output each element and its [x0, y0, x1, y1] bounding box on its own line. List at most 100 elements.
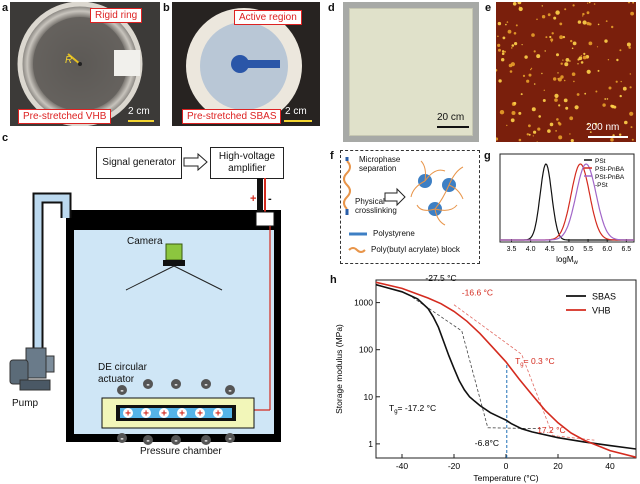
afm-grain — [553, 77, 557, 81]
afm-grain — [604, 39, 608, 43]
x-tick-label-h: -20 — [448, 461, 461, 471]
afm-grain — [522, 74, 526, 77]
afm-grain — [596, 46, 599, 48]
positive-charge — [123, 408, 133, 418]
afm-grain — [569, 133, 571, 135]
afm-grain — [628, 46, 631, 49]
plus-terminal: + — [250, 193, 257, 205]
afm-grain — [557, 72, 559, 74]
afm-grain — [564, 62, 569, 67]
afm-grain — [549, 35, 552, 39]
positive-charge — [159, 408, 169, 418]
afm-grain — [595, 90, 598, 93]
negative-charge — [117, 385, 127, 395]
afm-grain — [518, 138, 522, 142]
afm-grain — [536, 18, 538, 21]
afm-grain — [530, 68, 532, 71]
legend-label-g: PSt — [595, 158, 606, 165]
afm-grain — [558, 104, 561, 107]
annotation-vhb-onset: -16.6 °C — [462, 288, 493, 298]
afm-grain — [531, 107, 536, 112]
afm-grain — [586, 69, 591, 74]
afm-grain — [622, 86, 627, 91]
afm-grain — [532, 135, 534, 137]
panel-label-a: a — [2, 2, 9, 14]
pre-stretched-vhb-callout: Pre-stretched VHB — [18, 109, 112, 124]
afm-grain — [498, 79, 502, 83]
annotation-tg-sbas: Tg= -17.2 °C — [389, 403, 436, 415]
minus-sign: - — [120, 434, 123, 445]
afm-grain — [611, 104, 615, 109]
afm-grain — [560, 75, 564, 79]
minus-sign: - — [174, 436, 177, 447]
afm-grain — [536, 54, 541, 59]
scale-bar-d — [437, 126, 469, 128]
afm-grain — [512, 2, 517, 6]
afm-grain — [619, 133, 622, 136]
plus-sign: + — [179, 409, 185, 420]
afm-grain — [504, 50, 506, 53]
panel-label-c: c — [2, 132, 9, 144]
pre-stretched-sbas-callout: Pre-stretched SBAS — [182, 109, 282, 124]
afm-grain — [562, 59, 564, 61]
afm-grain — [558, 135, 563, 140]
afm-grain — [536, 141, 538, 142]
afm-grain — [508, 63, 513, 68]
afm-grain — [498, 48, 501, 52]
plus-sign: + — [197, 409, 203, 420]
afm-grain — [580, 55, 583, 57]
positive-charge — [213, 408, 223, 418]
afm-grain — [560, 62, 563, 65]
x-tick-label-g: 5.5 — [583, 246, 593, 253]
setup-diagram: + + + + + + - - - - - - - - - - — [9, 152, 281, 447]
afm-grain — [554, 93, 559, 98]
afm-grain — [582, 15, 584, 17]
negative-charge — [201, 435, 211, 445]
afm-grain — [630, 126, 633, 129]
x-tick-label-g: 4.5 — [545, 246, 555, 253]
afm-grain — [547, 129, 551, 133]
active-region-callout: Active region — [234, 10, 302, 25]
afm-grain — [518, 111, 522, 115]
positive-charge — [177, 408, 187, 418]
amplifier-box: High-voltage amplifier — [210, 147, 284, 179]
afm-grain — [511, 47, 513, 49]
afm-grain — [526, 79, 530, 83]
afm-grain — [559, 22, 563, 26]
x-tick-label-g: 4.0 — [526, 246, 536, 253]
series-vhb — [375, 281, 637, 458]
camera-label: Camera — [127, 236, 163, 247]
scale-bar-a — [128, 120, 154, 122]
afm-grain — [597, 23, 600, 26]
annotation-tg-vhb: Tg= 0.3 °C — [515, 356, 555, 368]
afm-grain — [593, 3, 596, 5]
r-label: R — [65, 55, 73, 66]
afm-grain — [619, 49, 622, 52]
signal-generator-box: Signal generator — [96, 147, 182, 179]
afm-grain — [541, 15, 546, 19]
afm-grain — [570, 39, 573, 43]
afm-grain — [572, 4, 575, 7]
afm-grain — [562, 35, 566, 39]
afm-grain — [521, 44, 523, 46]
afm-grain — [606, 98, 609, 100]
chamber-label: Pressure chamber — [140, 446, 222, 457]
afm-grain — [551, 32, 554, 35]
afm-grain — [544, 50, 546, 52]
afm-grain — [542, 99, 546, 102]
minus-terminal: - — [268, 193, 272, 205]
afm-grain — [499, 110, 505, 115]
afm-grain — [555, 10, 560, 15]
afm-grain — [556, 53, 559, 57]
afm-grain — [627, 2, 631, 4]
afm-grain — [518, 6, 521, 8]
y-axis-title-h: Storage modulus (MPa) — [334, 324, 344, 414]
afm-grain — [576, 93, 580, 96]
microphase-label: Microphase separation — [359, 155, 401, 173]
tangent-vhb — [453, 304, 595, 441]
afm-grain — [518, 6, 523, 12]
afm-grain — [510, 118, 515, 123]
plot-frame-g — [499, 153, 635, 243]
afm-grain — [573, 80, 575, 83]
afm-grain — [520, 93, 523, 96]
